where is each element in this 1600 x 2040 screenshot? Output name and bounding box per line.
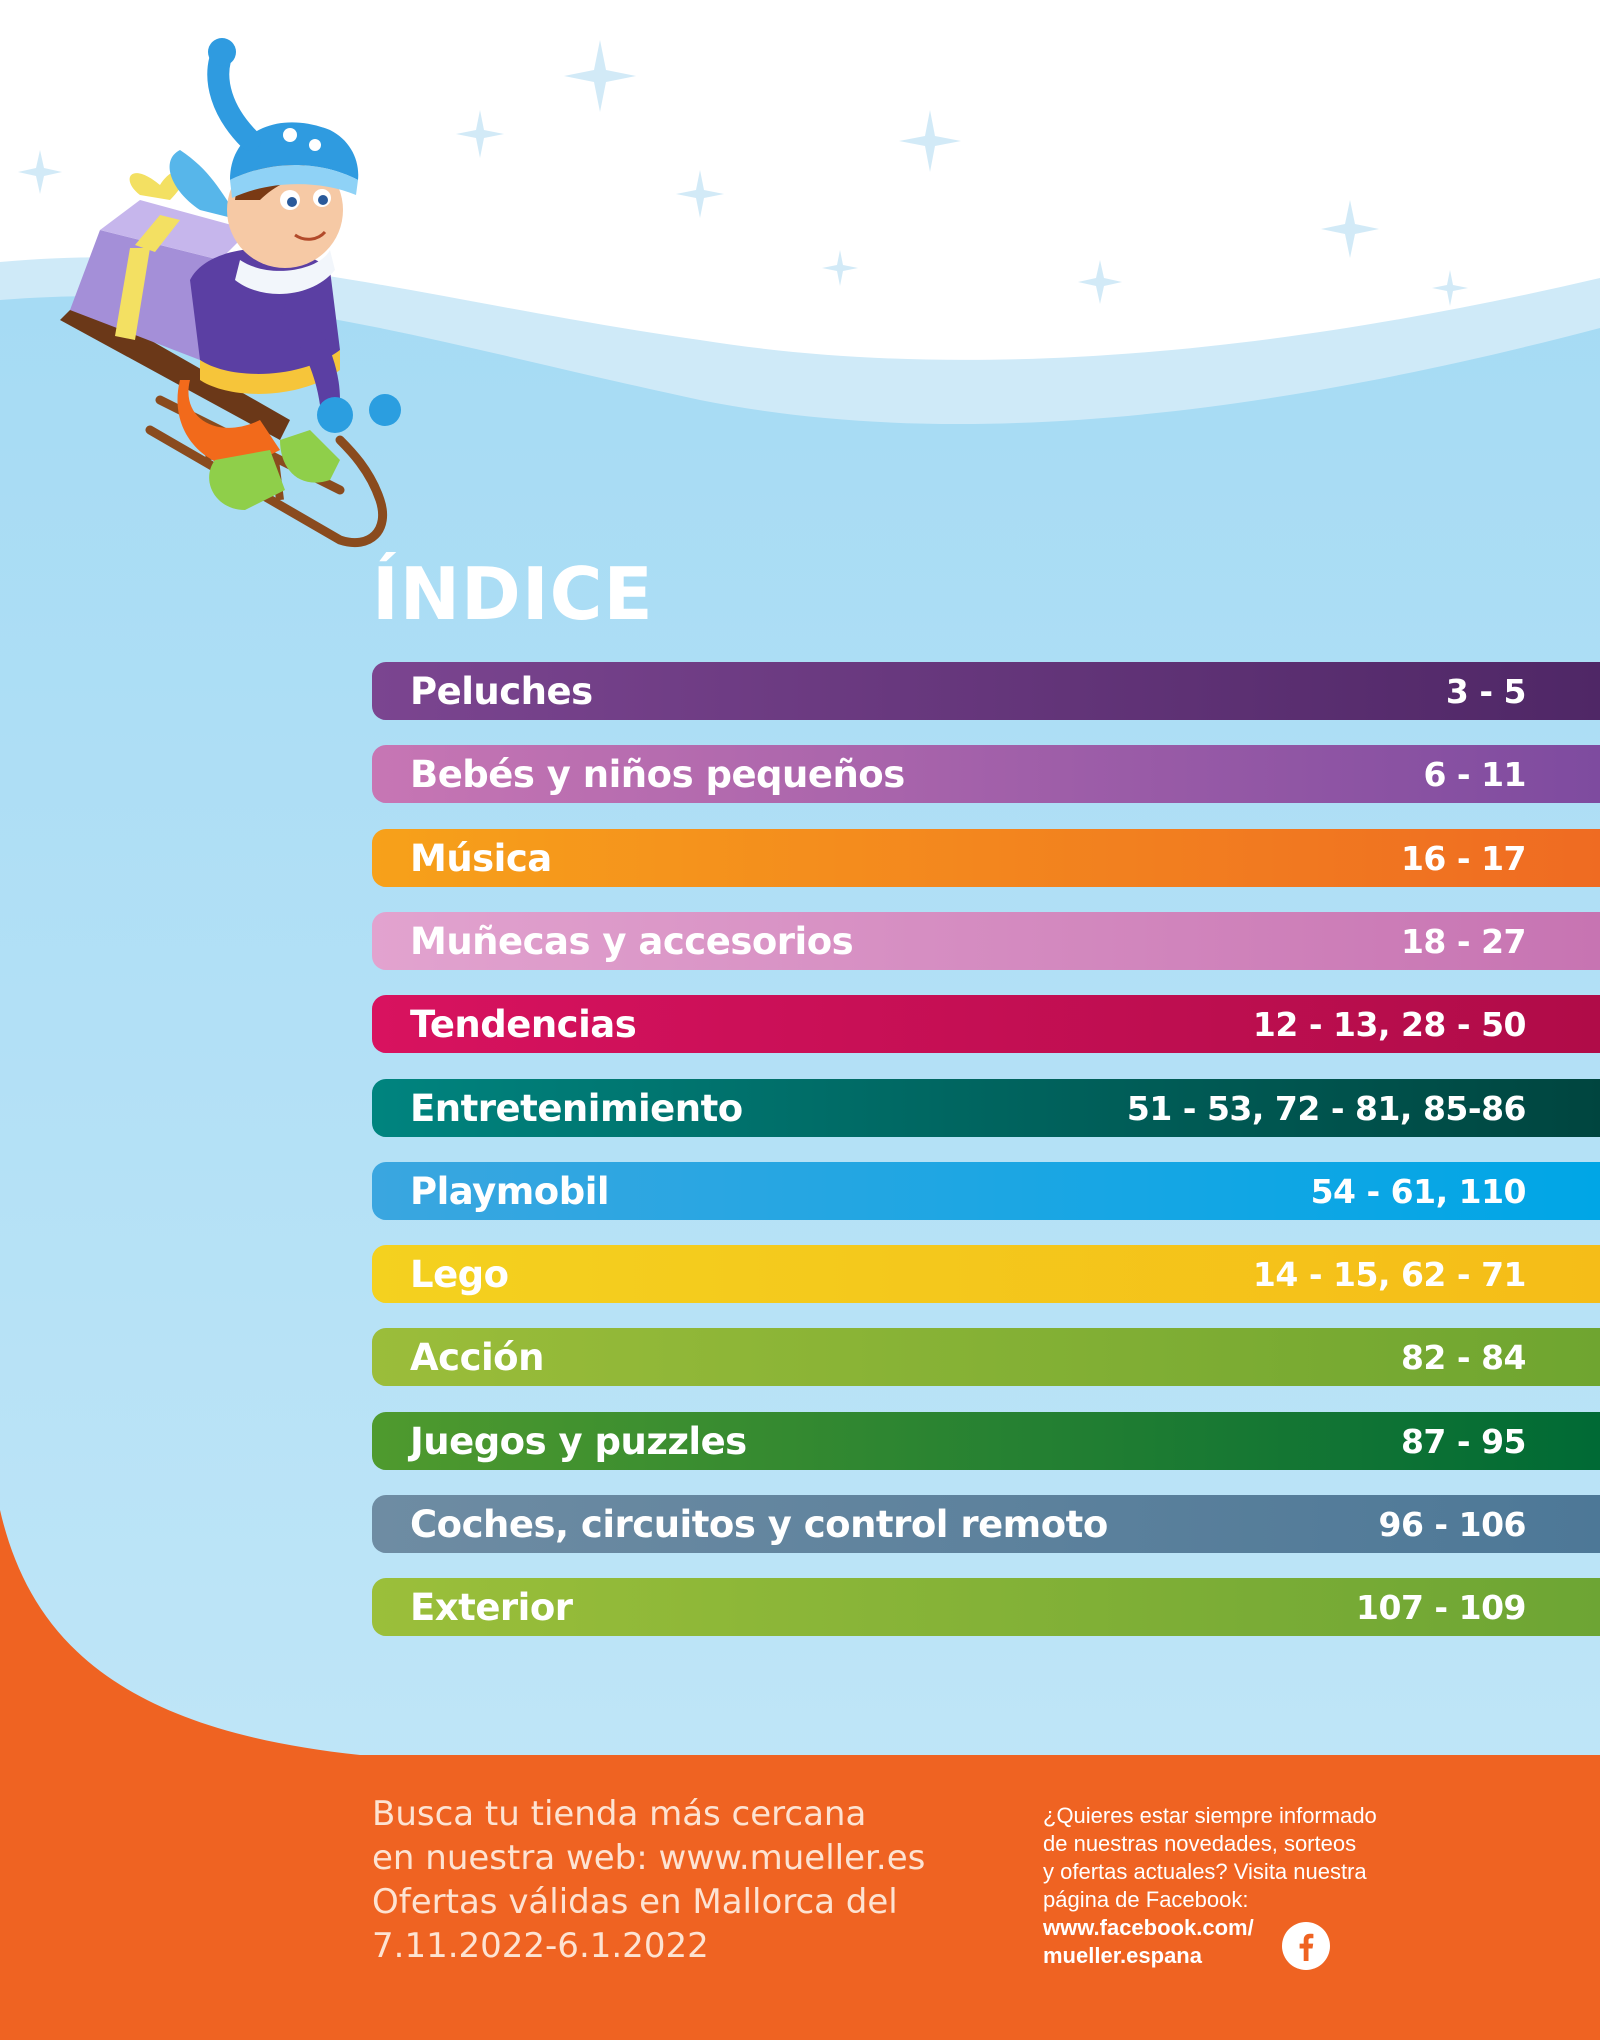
section-label: Música [410, 836, 552, 880]
facebook-info-line: ¿Quieres estar siempre informado [1043, 1803, 1377, 1828]
facebook-icon[interactable] [1281, 1921, 1331, 1971]
section-label: Peluches [410, 669, 593, 713]
facebook-info-line: y ofertas actuales? Visita nuestra [1043, 1859, 1367, 1884]
facebook-info-line: página de Facebook: [1043, 1887, 1249, 1912]
index-row[interactable]: Tendencias 12 - 13, 28 - 50 [372, 995, 1600, 1053]
section-pages: 107 - 109 [1356, 1587, 1526, 1627]
index-row[interactable]: Juegos y puzzles 87 - 95 [372, 1412, 1600, 1470]
facebook-info-line: de nuestras novedades, sorteos [1043, 1831, 1357, 1856]
section-label: Bebés y niños pequeños [410, 752, 905, 796]
section-pages: 96 - 106 [1378, 1504, 1527, 1544]
index-row[interactable]: Peluches 3 - 5 [372, 662, 1600, 720]
section-pages: 87 - 95 [1400, 1421, 1527, 1461]
section-label: Lego [410, 1252, 509, 1296]
index-row[interactable]: Música 16 - 17 [372, 829, 1600, 887]
section-pages: 16 - 17 [1400, 838, 1527, 878]
child-on-sled-illustration [60, 38, 401, 548]
section-label: Acción [410, 1335, 544, 1379]
index-row[interactable]: Exterior 107 - 109 [372, 1578, 1600, 1636]
facebook-link[interactable]: www.facebook.com/ [1043, 1915, 1254, 1940]
section-label: Tendencias [410, 1002, 637, 1046]
section-pages: 12 - 13, 28 - 50 [1252, 1004, 1527, 1044]
section-label: Entretenimiento [410, 1086, 743, 1130]
store-info-line: Busca tu tienda más cercana [372, 1794, 867, 1834]
section-label: Exterior [410, 1585, 573, 1629]
section-pages: 14 - 15, 62 - 71 [1252, 1254, 1527, 1294]
section-pages: 82 - 84 [1400, 1337, 1527, 1377]
index-row[interactable]: Acción 82 - 84 [372, 1328, 1600, 1386]
section-pages: 3 - 5 [1445, 671, 1527, 711]
section-label: Juegos y puzzles [410, 1419, 747, 1463]
section-label: Muñecas y accesorios [410, 919, 854, 963]
section-pages: 6 - 11 [1423, 754, 1526, 794]
section-label: Coches, circuitos y control remoto [410, 1502, 1108, 1546]
store-info-line: Ofertas válidas en Mallorca del [372, 1882, 898, 1922]
page-title: ÍNDICE [372, 552, 654, 636]
facebook-link[interactable]: mueller.espana [1043, 1943, 1202, 1968]
section-pages: 51 - 53, 72 - 81, 85-86 [1126, 1088, 1527, 1128]
index-row[interactable]: Muñecas y accesorios 18 - 27 [372, 912, 1600, 970]
section-label: Playmobil [410, 1169, 610, 1213]
index-row[interactable]: Entretenimiento 51 - 53, 72 - 81, 85-86 [372, 1079, 1600, 1137]
store-info: Busca tu tienda más cercana en nuestra w… [372, 1792, 932, 1968]
store-info-line: 7.11.2022-6.1.2022 [372, 1926, 709, 1966]
facebook-info: ¿Quieres estar siempre informado de nues… [1043, 1802, 1423, 1970]
section-pages: 54 - 61, 110 [1310, 1171, 1527, 1211]
index-row[interactable]: Lego 14 - 15, 62 - 71 [372, 1245, 1600, 1303]
index-row[interactable]: Playmobil 54 - 61, 110 [372, 1162, 1600, 1220]
store-info-line: en nuestra web: www.mueller.es [372, 1838, 926, 1878]
index-row[interactable]: Bebés y niños pequeños 6 - 11 [372, 745, 1600, 803]
section-pages: 18 - 27 [1400, 921, 1527, 961]
index-row[interactable]: Coches, circuitos y control remoto 96 - 1… [372, 1495, 1600, 1553]
